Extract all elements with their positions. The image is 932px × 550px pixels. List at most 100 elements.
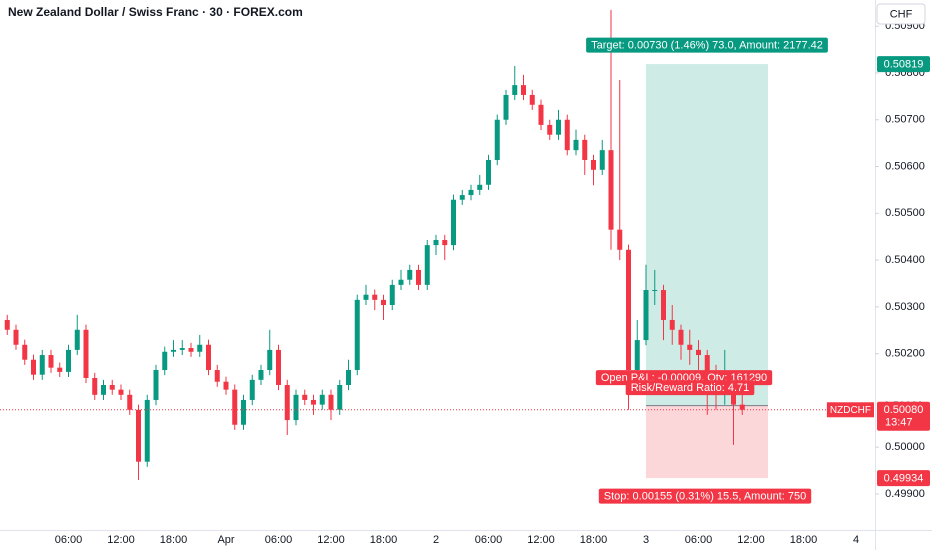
candle-body	[162, 351, 168, 371]
candle-body	[556, 119, 561, 135]
candle-body	[293, 394, 299, 421]
candle-body	[4, 319, 10, 330]
y-tick-label: 0.50700	[885, 114, 925, 126]
candle-body	[118, 389, 124, 395]
x-tick-label: 12:00	[527, 534, 555, 546]
candles-layer	[4, 9, 745, 480]
candle-body	[197, 344, 203, 352]
y-tick-label: 0.50900	[885, 20, 925, 32]
candle-body	[669, 319, 675, 330]
candle-body	[381, 299, 386, 305]
countdown: 13:47	[885, 417, 913, 429]
candle-body	[424, 245, 430, 285]
y-tick-label: 0.50600	[885, 160, 925, 172]
y-tick-label: 0.50200	[885, 348, 925, 360]
candle-body	[459, 195, 465, 200]
symbol-tag: NZDCHF	[830, 405, 871, 416]
profit-zone	[646, 64, 768, 406]
target-price: 0.50819	[884, 58, 924, 70]
y-tick-label: 0.50000	[885, 441, 925, 453]
candle-body	[311, 399, 316, 405]
candle-body	[494, 119, 500, 160]
x-tick-label: 4	[853, 534, 859, 546]
candle-body	[354, 299, 360, 371]
target-label: Target: 0.00730 (1.46%) 73.0, Amount: 21…	[591, 39, 823, 51]
candle-body	[328, 394, 334, 410]
candle-body	[13, 329, 19, 345]
stop-label: Stop: 0.00155 (0.31%) 15.5, Amount: 750	[604, 490, 806, 502]
candle-body	[652, 290, 658, 292]
candle-body	[661, 290, 666, 320]
candle-body	[739, 404, 745, 410]
stop-price: 0.49934	[884, 472, 924, 484]
candle-body	[136, 409, 141, 462]
candle-body	[696, 349, 701, 356]
candle-body	[232, 389, 238, 425]
currency-label[interactable]: CHF	[890, 8, 913, 20]
candle-body	[529, 94, 535, 105]
position-layer	[646, 64, 768, 479]
x-tick-label: 06:00	[685, 534, 713, 546]
candle-body	[573, 139, 579, 151]
candle-body	[153, 370, 159, 400]
candle-body	[591, 159, 596, 170]
candle-body	[634, 340, 640, 371]
symbol-tag-box	[826, 402, 874, 418]
x-tick-label: 18:00	[580, 534, 608, 546]
candle-body	[704, 355, 710, 375]
chart-title: New Zealand Dollar / Swiss Franc · 30 · …	[8, 5, 303, 19]
labels-layer: Target: 0.00730 (1.46%) 73.0, Amount: 21…	[0, 37, 875, 504]
candle-body	[617, 229, 623, 250]
last-price: 0.50080	[884, 404, 924, 416]
candle-body	[249, 379, 255, 400]
candle-body	[678, 329, 684, 345]
x-tick-label: 06:00	[265, 534, 293, 546]
x-tick-label: 2	[433, 534, 439, 546]
candle-body	[144, 399, 150, 462]
y-tick-label: 0.50500	[885, 207, 925, 219]
x-tick-label: 12:00	[107, 534, 135, 546]
candle-body	[538, 104, 544, 125]
currency-button[interactable]	[876, 3, 926, 25]
candle-body	[547, 124, 553, 135]
candle-body	[626, 249, 631, 371]
x-tick-label: 18:00	[160, 534, 188, 546]
axis-layer: 0.49900 0.50000 0.50200 0.50300 0.50400 0.505…	[55, 20, 930, 546]
candle-body	[477, 184, 483, 190]
candle-body	[363, 294, 369, 300]
candle-body	[241, 399, 246, 425]
candle-body	[223, 381, 229, 390]
candle-body	[214, 370, 220, 382]
x-tick-label: Apr	[217, 534, 234, 546]
candle-body	[398, 279, 404, 285]
candle-body	[521, 85, 526, 95]
candle-body	[66, 349, 71, 372]
candle-body	[101, 384, 106, 395]
x-tick-label: 06:00	[55, 534, 83, 546]
candle-body	[127, 394, 133, 410]
candle-body	[31, 359, 36, 375]
x-tick-label: 12:00	[737, 534, 765, 546]
candle-body	[372, 294, 378, 300]
candle-body	[319, 394, 325, 405]
x-tick-label: 18:00	[370, 534, 398, 546]
candle-body	[608, 150, 614, 230]
candle-body	[258, 370, 264, 380]
candle-body	[39, 355, 45, 375]
candle-body	[48, 355, 54, 368]
rr-label: Risk/Reward Ratio: 4.71	[631, 382, 750, 394]
candle-body	[57, 367, 63, 372]
candle-body	[582, 139, 588, 160]
candle-body	[416, 269, 421, 285]
target-label-box	[586, 37, 828, 53]
stop-price-box	[877, 470, 930, 487]
candle-body	[407, 269, 413, 280]
x-tick-label: 12:00	[317, 534, 345, 546]
rr-label-box	[625, 380, 755, 396]
candle-body	[433, 239, 439, 246]
x-tick-label: 18:00	[790, 534, 818, 546]
candle-body	[171, 349, 176, 352]
